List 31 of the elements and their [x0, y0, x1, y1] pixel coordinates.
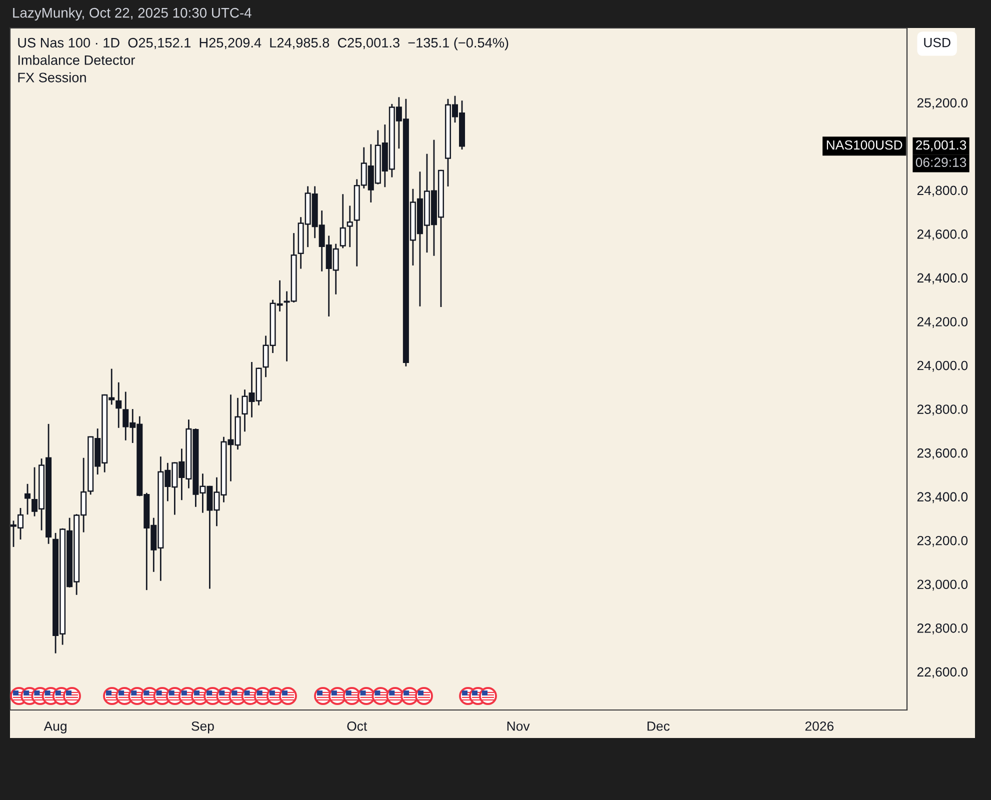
y-axis-title: USD	[924, 38, 950, 48]
y-tick-label: 23,000.0	[917, 580, 968, 591]
x-tick-label: Nov	[507, 722, 530, 731]
candlestick	[116, 382, 122, 429]
text: US Nas 100 · 1D O25,152.1 H25,209.4 L24,985.8 C25,001.3 −135.1 (−0.54%)	[18, 38, 508, 50]
candlestick	[24, 483, 31, 516]
x-tick-label: 2026	[805, 721, 834, 731]
candlestick	[346, 205, 353, 248]
y-tick-label: 23,800.0	[917, 404, 968, 416]
y-tick-label: 25,200.0	[917, 98, 968, 110]
y-tick-label: 23,600.0	[917, 448, 968, 460]
x-tick-label: Aug	[44, 722, 66, 734]
y-tick-label: 22,800.0	[917, 623, 968, 634]
annotation: NAS100USD	[826, 140, 902, 150]
text: LazyMunky, Oct 22, 2025 10:30 UTC-4	[13, 8, 252, 20]
annotation: FX Session	[18, 72, 86, 82]
y-tick-label: 24,800.0	[917, 186, 968, 197]
x-tick-label: Oct	[347, 721, 368, 731]
y-tick-label: 22,600.0	[917, 667, 968, 678]
x-tick-label: Dec	[648, 722, 670, 731]
y-tick-label: 24,000.0	[917, 360, 968, 372]
text: 06:29:13	[916, 158, 966, 168]
y-tick-label: 24,600.0	[917, 230, 968, 240]
x-tick-label: Sep	[192, 721, 214, 734]
y-tick-label: 24,200.0	[917, 317, 968, 328]
text: 25,001.3	[916, 140, 966, 152]
annotation: Imbalance Detector	[18, 54, 135, 65]
candlestick	[340, 193, 346, 249]
y-tick-label: 24,400.0	[917, 273, 968, 284]
y-tick-label: 23,200.0	[917, 536, 968, 547]
y-tick-label: 23,400.0	[917, 492, 968, 504]
